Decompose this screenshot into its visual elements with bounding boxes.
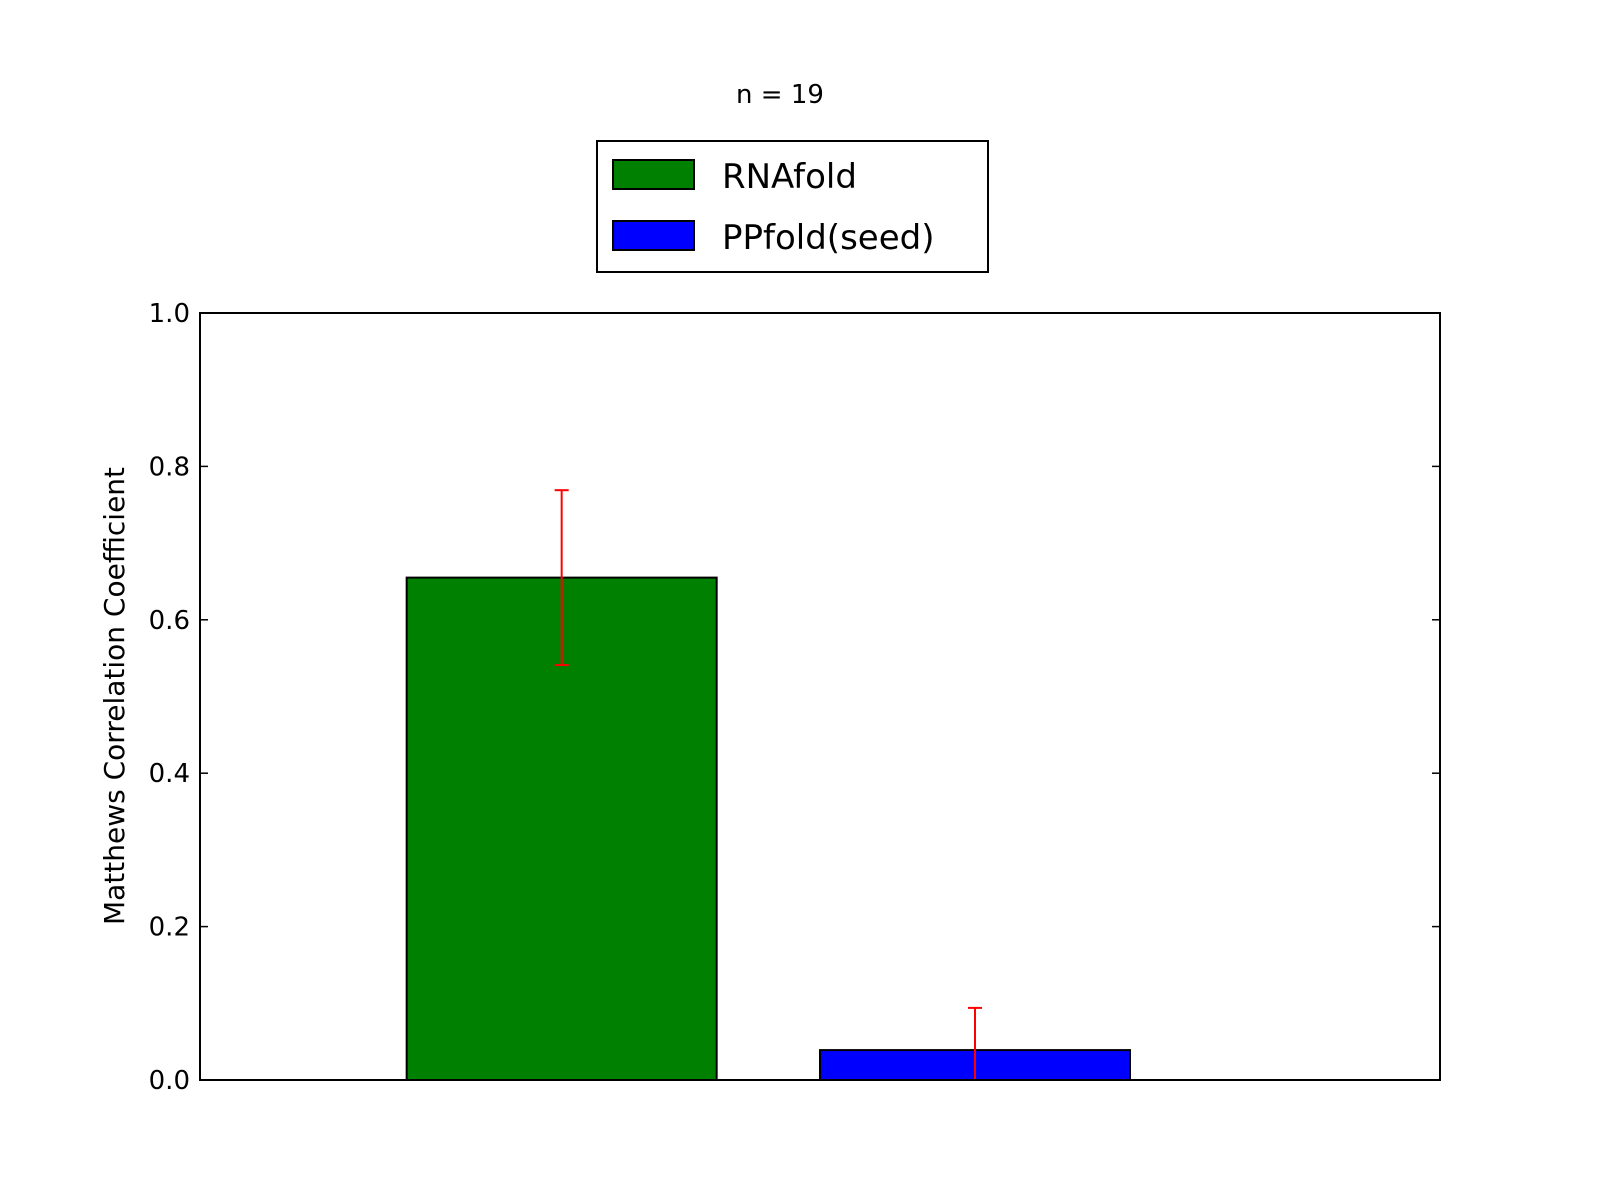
legend-swatch-ppfold — [612, 220, 695, 251]
chart-title: n = 19 — [736, 80, 824, 110]
y-axis-label: Matthews Correlation Coefficient — [98, 467, 131, 925]
legend-label-rnafold: RNAfold — [722, 157, 857, 197]
legend-label-ppfold: PPfold(seed) — [722, 218, 934, 258]
y-tick-label: 0.2 — [149, 913, 190, 943]
legend: RNAfold PPfold(seed) — [596, 140, 989, 273]
y-tick-label: 1.0 — [149, 299, 190, 329]
error-bar — [554, 489, 569, 667]
y-tick-label: 0.8 — [149, 452, 190, 482]
y-tick-label: 0.4 — [149, 759, 190, 789]
y-tick-label: 0.0 — [149, 1066, 190, 1096]
error-bar — [968, 1006, 982, 1080]
y-tick-label: 0.6 — [149, 606, 190, 636]
legend-swatch-rnafold — [612, 159, 695, 190]
plot-frame — [199, 312, 1441, 1081]
